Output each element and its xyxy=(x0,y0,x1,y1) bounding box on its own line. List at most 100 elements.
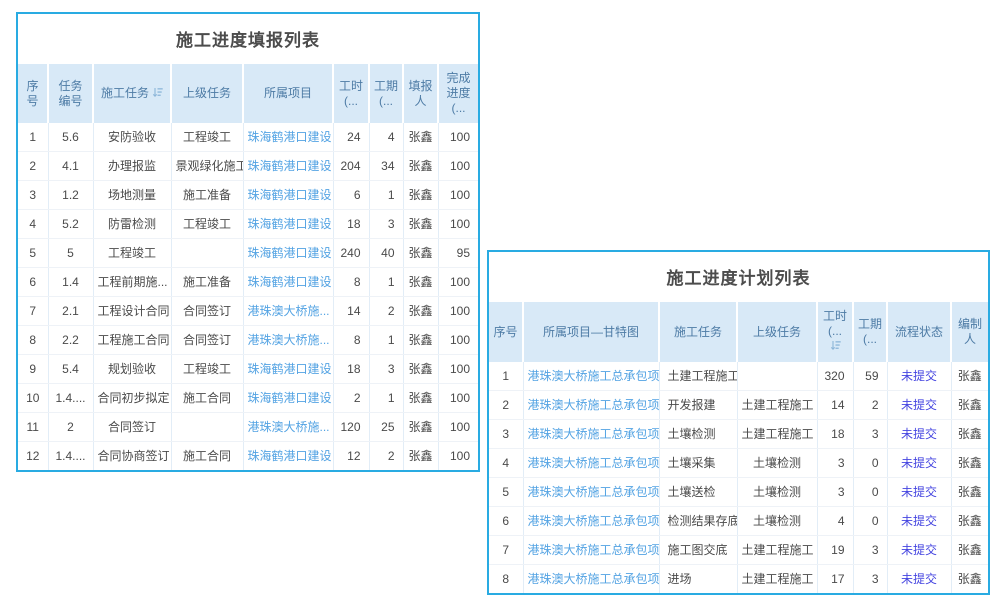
status-link[interactable]: 未提交 xyxy=(900,484,937,499)
table-cell: 未提交 xyxy=(887,362,952,391)
table-cell: 张鑫 xyxy=(403,267,439,297)
table-cell: 合同签订 xyxy=(93,412,172,442)
table-cell: 未提交 xyxy=(887,477,952,507)
col-header-task[interactable]: 施工任务 xyxy=(93,62,172,123)
project-link[interactable]: 珠海鹤港口建设 xyxy=(247,129,332,144)
table-cell: 10 xyxy=(18,383,49,413)
project-link[interactable]: 珠海鹤港口建设 xyxy=(247,187,332,202)
plan-table-title: 施工进度计划列表 xyxy=(489,252,988,300)
col-header-task: 施工任务 xyxy=(659,300,738,362)
table-cell: 2.2 xyxy=(48,325,94,355)
project-link[interactable]: 珠海鹤港口建设 xyxy=(247,448,332,463)
table-cell: 8 xyxy=(18,325,49,355)
project-link[interactable]: 港珠澳大桥施工总承包项目 xyxy=(527,484,659,499)
table-row: 6 1.4 工程前期施... 施工准备 珠海鹤港口建设 8 1 张鑫 100 xyxy=(18,267,478,297)
col-header-project-gantt: 所属项目—甘特图 xyxy=(523,300,660,362)
table-cell: 安防验收 xyxy=(93,123,172,152)
table-cell: 2 xyxy=(48,412,94,442)
table-cell: 18 xyxy=(333,354,370,384)
table-cell xyxy=(171,238,244,268)
table-cell: 5.6 xyxy=(48,123,94,152)
table-row: 3 1.2 场地测量 施工准备 珠海鹤港口建设 6 1 张鑫 100 xyxy=(18,180,478,210)
table-cell: 12 xyxy=(18,441,49,470)
table-cell: 土建工程施工 xyxy=(737,419,818,449)
table-cell: 合同初步拟定 xyxy=(93,383,172,413)
progress-plan-table: 序号 所属项目—甘特图 施工任务 上级任务 工时 (... 工期 (... 流程… xyxy=(489,300,988,593)
table-cell: 张鑫 xyxy=(403,209,439,239)
table-cell: 12 xyxy=(333,441,370,470)
table-cell: 张鑫 xyxy=(403,151,439,181)
project-link[interactable]: 珠海鹤港口建设 xyxy=(247,274,332,289)
table-cell: 港珠澳大桥施工总承包项目 xyxy=(523,390,660,420)
project-link[interactable]: 港珠澳大桥施工总承包项目 xyxy=(527,397,659,412)
table-row: 2 港珠澳大桥施工总承包项目 开发报建 土建工程施工 14 2 未提交 张鑫 xyxy=(489,390,988,420)
sort-icon[interactable] xyxy=(152,87,163,102)
table-cell: 100 xyxy=(438,412,478,442)
project-link[interactable]: 港珠澳大桥施工总承包项目 xyxy=(527,542,659,557)
table-cell: 港珠澳大桥施工总承包项目 xyxy=(523,362,660,391)
table-cell: 张鑫 xyxy=(951,506,988,536)
table-cell: 珠海鹤港口建设 xyxy=(243,267,334,297)
table-cell: 土壤采集 xyxy=(659,448,738,478)
table-cell: 2 xyxy=(369,296,404,326)
table-row: 3 港珠澳大桥施工总承包项目 土壤检测 土建工程施工 18 3 未提交 张鑫 xyxy=(489,419,988,449)
table-cell: 8 xyxy=(333,325,370,355)
table-cell: 3 xyxy=(853,564,888,593)
project-link[interactable]: 港珠澳大桥施... xyxy=(247,303,330,318)
table-cell: 张鑫 xyxy=(951,535,988,565)
status-link[interactable]: 未提交 xyxy=(900,513,937,528)
project-link[interactable]: 珠海鹤港口建设 xyxy=(247,245,332,260)
table-cell: 合同签订 xyxy=(171,296,244,326)
project-link[interactable]: 珠海鹤港口建设 xyxy=(247,361,332,376)
project-link[interactable]: 港珠澳大桥施... xyxy=(247,419,330,434)
project-link[interactable]: 珠海鹤港口建设 xyxy=(247,216,332,231)
table-cell: 4 xyxy=(18,209,49,239)
table-row: 7 2.1 工程设计合同 合同签订 港珠澳大桥施... 14 2 张鑫 100 xyxy=(18,296,478,326)
table-cell: 张鑫 xyxy=(403,238,439,268)
table-cell: 320 xyxy=(817,362,854,391)
table-row: 10 1.4.... 合同初步拟定 施工合同 珠海鹤港口建设 2 1 张鑫 100 xyxy=(18,383,478,413)
table-cell: 5 xyxy=(48,238,94,268)
table-cell: 港珠澳大桥施工总承包项目 xyxy=(523,419,660,449)
project-link[interactable]: 港珠澳大桥施... xyxy=(247,332,330,347)
sort-icon[interactable] xyxy=(830,340,841,355)
table-cell: 港珠澳大桥施... xyxy=(243,325,334,355)
report-header-row: 序号 任务 编号 施工任务 上级任务 所属项目 工时 (... 工期 (... … xyxy=(18,62,478,123)
plan-table-body: 1 港珠澳大桥施工总承包项目 土建工程施工 320 59 未提交 张鑫 2 港珠澳大桥施工总承包… xyxy=(489,362,988,593)
table-cell: 土壤检测 xyxy=(737,477,818,507)
table-cell: 张鑫 xyxy=(957,571,982,586)
table-row: 2 4.1 办理报监 景观绿化施工 珠海鹤港口建设 204 34 张鑫 100 xyxy=(18,151,478,181)
table-cell: 7 xyxy=(489,535,524,565)
table-cell: 施工准备 xyxy=(171,180,244,210)
table-cell: 工程设计合同 xyxy=(93,296,172,326)
table-cell: 土建工程施工 xyxy=(659,362,738,391)
table-cell: 1 xyxy=(18,123,49,152)
table-cell: 5.4 xyxy=(48,354,94,384)
status-link[interactable]: 未提交 xyxy=(900,571,937,586)
status-link[interactable]: 未提交 xyxy=(900,426,937,441)
project-link[interactable]: 港珠澳大桥施工总承包项目 xyxy=(527,426,659,441)
table-cell: 0 xyxy=(853,477,888,507)
project-link[interactable]: 港珠澳大桥施工总承包项目 xyxy=(527,368,659,383)
project-link[interactable]: 港珠澳大桥施工总承包项目 xyxy=(527,455,659,470)
table-cell: 100 xyxy=(438,296,478,326)
table-cell: 19 xyxy=(817,535,854,565)
col-header-progress: 完成 进度 (... xyxy=(438,62,478,123)
project-link[interactable]: 珠海鹤港口建设 xyxy=(247,390,332,405)
project-link[interactable]: 珠海鹤港口建设 xyxy=(247,158,332,173)
table-row: 5 港珠澳大桥施工总承包项目 土壤送检 土壤检测 3 0 未提交 张鑫 xyxy=(489,477,988,507)
table-cell: 珠海鹤港口建设 xyxy=(243,123,334,152)
status-link[interactable]: 未提交 xyxy=(900,397,937,412)
status-link[interactable]: 未提交 xyxy=(900,542,937,557)
col-header-hours[interactable]: 工时 (... xyxy=(817,300,854,362)
table-cell: 0 xyxy=(853,506,888,536)
table-cell: 张鑫 xyxy=(403,412,439,442)
table-cell: 95 xyxy=(438,238,478,268)
table-cell: 18 xyxy=(333,209,370,239)
status-link[interactable]: 未提交 xyxy=(900,368,937,383)
table-cell: 3 xyxy=(489,419,524,449)
project-link[interactable]: 港珠澳大桥施工总承包项目 xyxy=(527,571,659,586)
table-cell: 土建工程施工 xyxy=(737,390,818,420)
status-link[interactable]: 未提交 xyxy=(900,455,937,470)
project-link[interactable]: 港珠澳大桥施工总承包项目 xyxy=(527,513,659,528)
